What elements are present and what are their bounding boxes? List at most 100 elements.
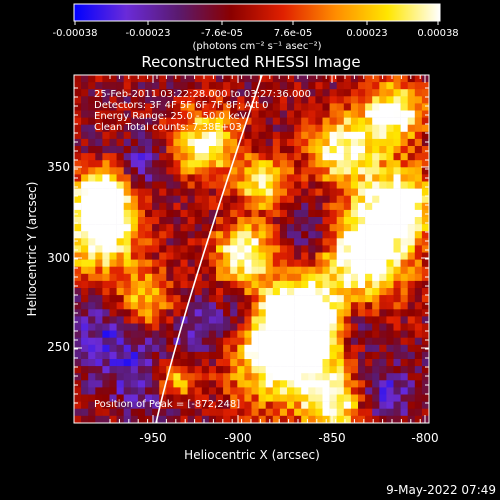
image-pixel <box>88 167 96 175</box>
image-pixel <box>365 309 373 317</box>
image-pixel <box>116 351 124 360</box>
image-pixel <box>343 394 352 402</box>
image-pixel <box>407 309 416 317</box>
image-pixel <box>166 330 174 338</box>
image-pixel <box>421 96 429 104</box>
image-pixel <box>187 302 195 310</box>
image-pixel <box>294 273 302 282</box>
image-pixel <box>322 359 330 367</box>
image-pixel <box>258 359 266 367</box>
image-pixel <box>123 75 132 83</box>
image-pixel <box>130 337 139 346</box>
image-pixel <box>74 373 82 381</box>
image-pixel <box>315 110 323 118</box>
image-pixel <box>116 323 124 331</box>
image-pixel <box>343 103 352 111</box>
image-pixel <box>81 302 89 310</box>
image-pixel <box>208 188 217 196</box>
image-pixel <box>272 415 281 423</box>
image-pixel <box>272 146 281 154</box>
image-pixel <box>109 110 117 118</box>
image-pixel <box>308 380 316 388</box>
image-pixel <box>308 224 316 232</box>
image-pixel <box>216 131 224 140</box>
image-pixel <box>379 302 387 310</box>
image-pixel <box>88 380 96 388</box>
image-pixel <box>386 309 394 317</box>
image-pixel <box>350 302 359 310</box>
image-pixel <box>223 302 231 310</box>
image-pixel <box>301 167 309 175</box>
image-pixel <box>336 344 345 353</box>
image-pixel <box>137 75 146 83</box>
image-pixel <box>407 422 416 423</box>
image-pixel <box>251 288 259 296</box>
image-pixel <box>230 373 238 381</box>
image-pixel <box>137 373 146 381</box>
image-pixel <box>272 181 281 189</box>
image-pixel <box>208 415 217 423</box>
image-pixel <box>137 344 146 353</box>
image-pixel <box>400 110 408 118</box>
image-pixel <box>251 366 259 374</box>
image-pixel <box>194 103 203 111</box>
image-pixel <box>258 117 266 125</box>
image-pixel <box>279 273 288 282</box>
image-pixel <box>159 380 167 388</box>
image-pixel <box>329 359 337 367</box>
image-pixel <box>244 82 252 90</box>
image-pixel <box>152 188 160 196</box>
image-pixel <box>343 302 352 310</box>
image-pixel <box>379 124 387 133</box>
image-pixel <box>137 82 146 90</box>
image-pixel <box>287 344 295 353</box>
image-pixel <box>173 138 181 147</box>
image-pixel <box>88 217 96 225</box>
image-pixel <box>358 224 366 232</box>
image-pixel <box>223 96 231 104</box>
image-pixel <box>322 153 330 161</box>
image-pixel <box>350 280 359 289</box>
image-pixel <box>180 351 188 360</box>
image-pixel <box>159 309 167 317</box>
image-pixel <box>244 75 252 83</box>
image-pixel <box>386 266 394 275</box>
image-pixel <box>272 103 281 111</box>
image-pixel <box>365 103 373 111</box>
image-pixel <box>130 259 139 267</box>
image-pixel <box>123 202 132 211</box>
image-pixel <box>74 280 82 289</box>
image-pixel <box>414 217 423 225</box>
image-pixel <box>201 288 210 296</box>
image-pixel <box>216 82 224 90</box>
image-pixel <box>265 153 274 161</box>
image-pixel <box>329 160 337 168</box>
image-pixel <box>208 380 217 388</box>
image-pixel <box>166 181 174 189</box>
image-pixel <box>95 174 103 182</box>
image-pixel <box>258 366 266 374</box>
image-pixel <box>272 401 281 409</box>
image-pixel <box>194 75 203 83</box>
image-pixel <box>244 273 252 282</box>
image-pixel <box>343 167 352 175</box>
image-pixel <box>180 408 188 417</box>
image-pixel <box>244 153 252 161</box>
image-pixel <box>123 124 132 133</box>
image-pixel <box>173 316 181 324</box>
image-pixel <box>208 359 217 367</box>
image-pixel <box>386 103 394 111</box>
image-pixel <box>237 366 245 374</box>
image-pixel <box>237 359 245 367</box>
image-pixel <box>365 337 373 346</box>
image-pixel <box>109 422 117 423</box>
image-pixel <box>414 288 423 296</box>
image-pixel <box>251 117 259 125</box>
image-pixel <box>372 146 380 154</box>
image-pixel <box>265 295 274 303</box>
image-pixel <box>358 252 366 260</box>
image-pixel <box>279 217 288 225</box>
image-pixel <box>414 245 423 253</box>
image-pixel <box>322 252 330 260</box>
image-pixels <box>74 75 429 423</box>
